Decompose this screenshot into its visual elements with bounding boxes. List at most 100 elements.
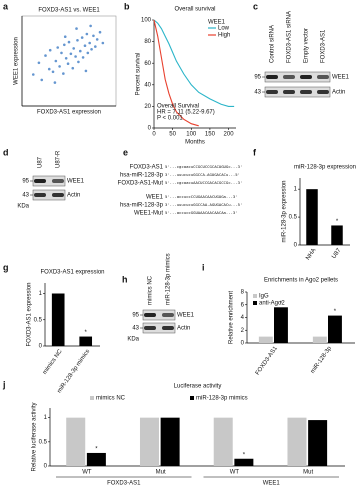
- bar: [258, 336, 273, 343]
- y-tick-label: 0: [148, 126, 152, 132]
- y-tick-label: 4: [241, 315, 245, 321]
- x-tick-label: 150: [205, 132, 216, 138]
- blot-band: [162, 313, 174, 317]
- sequence-name: WEE1: [146, 195, 164, 201]
- y-axis-label: Relative enrichment: [229, 291, 235, 344]
- x-tick-label: FOXD3-AS1: [255, 345, 279, 376]
- scatter-point: [88, 41, 91, 45]
- scatter-point: [71, 66, 75, 70]
- lane-label: U87: [38, 156, 44, 168]
- legend-label: anti-Ago2: [259, 301, 285, 307]
- panel-label: a: [3, 1, 9, 11]
- blot-band: [144, 326, 156, 330]
- blot-band: [266, 90, 278, 94]
- y-tick-label: 80: [144, 39, 151, 45]
- blot-band: [300, 75, 312, 79]
- blot-band: [283, 75, 295, 79]
- lane-label: U87-R: [56, 150, 62, 168]
- lane-label: Empty vector: [304, 28, 310, 63]
- scatter-point: [54, 59, 58, 63]
- significance-mark: *: [95, 447, 98, 453]
- blot-band: [300, 90, 312, 94]
- marker-label: 43: [132, 326, 139, 332]
- panel-label: f: [253, 147, 257, 157]
- y-axis-label: Relative luciferase activity: [32, 402, 38, 471]
- scatter-point: [53, 81, 57, 84]
- survival-line: [153, 19, 235, 107]
- sequence: 5'...cgcaacuCCGCUCCGCACUGUGc...3': [165, 164, 242, 169]
- lane-label: FOXD3-AS1: [321, 29, 327, 63]
- scatter-point: [37, 61, 41, 65]
- group-label: WEE1: [263, 481, 281, 487]
- x-tick-label: 200: [224, 132, 235, 138]
- sequence: 3'...uuucucuGGCCA-AGUGACACu...5': [165, 172, 240, 177]
- group-label: FOXD3-AS1: [107, 481, 141, 487]
- sequence: 5'...accuccGGUAAACAACAACAa...3': [165, 210, 238, 215]
- y-axis-label: FOXD3-AS1 expression: [27, 282, 33, 346]
- x-tick-label: Mut: [303, 470, 313, 476]
- scatter-point: [31, 73, 35, 76]
- annotation: Overall Survival: [157, 104, 199, 110]
- bar: [213, 417, 233, 466]
- panel-label: j: [2, 379, 6, 389]
- scatter-point: [83, 44, 87, 47]
- x-tick-label: WT: [82, 470, 92, 476]
- legend-swatch: [90, 396, 94, 400]
- x-axis-label: Months: [185, 140, 205, 146]
- y-tick-label: 1: [294, 187, 298, 193]
- x-tick-label: U87: [331, 247, 343, 260]
- scatter-point: [48, 48, 52, 52]
- x-tick-label: mimics NC: [42, 348, 64, 376]
- y-tick-label: 1: [44, 415, 48, 421]
- scatter-point: [63, 43, 66, 47]
- bar: [234, 458, 254, 466]
- y-tick-label: 60: [144, 61, 151, 67]
- scatter-point: [47, 67, 51, 71]
- blot-band: [317, 90, 329, 94]
- legend-label: Low: [218, 26, 230, 32]
- significance-mark: *: [334, 309, 337, 315]
- sequence-name: FOXD3-AS1: [130, 165, 164, 171]
- scatter-point: [95, 38, 99, 41]
- lane-label: FOXD3-AS1 siRNA: [287, 11, 293, 63]
- y-axis-label: miR-128-3p expression: [282, 180, 288, 242]
- marker-label: 43: [22, 193, 29, 199]
- blot-band: [162, 326, 174, 330]
- y-tick-label: 20: [144, 104, 151, 110]
- bar: [312, 336, 327, 343]
- scatter-point: [75, 27, 78, 30]
- chart-title: miR-128-3p expression: [294, 165, 356, 171]
- panel-label: i: [202, 262, 205, 272]
- panel-label: c: [253, 1, 258, 11]
- scatter-point: [80, 36, 84, 39]
- panel-label: d: [3, 147, 9, 157]
- y-tick-label: 0.5: [34, 317, 43, 323]
- bar: [51, 293, 65, 346]
- panel-label: b: [124, 1, 130, 11]
- scatter-point: [74, 55, 77, 58]
- x-tick-label: miR-128-3p mimics: [57, 349, 92, 395]
- blot-band: [52, 179, 64, 183]
- scatter-point: [98, 30, 102, 34]
- y-tick-label: 6: [241, 302, 245, 308]
- legend-label: mimics NC: [96, 396, 126, 402]
- y-tick-label: 40: [144, 82, 151, 88]
- unit-label: KDa: [127, 337, 139, 343]
- band-label: WEE1: [177, 313, 195, 319]
- y-axis-label: WEE1 expression: [14, 37, 20, 85]
- scatter-point: [62, 72, 65, 75]
- scatter-point: [63, 35, 67, 38]
- scatter-point: [90, 48, 93, 51]
- scatter-point: [51, 70, 55, 74]
- y-tick-label: 0.5: [39, 439, 48, 445]
- panel-label: h: [122, 274, 128, 284]
- significance-mark: *: [336, 219, 339, 225]
- band-label: WEE1: [332, 75, 350, 81]
- x-tick-label: miR-128-3p: [310, 345, 333, 375]
- scatter-point: [101, 41, 105, 45]
- bar: [328, 315, 342, 343]
- bar: [306, 189, 318, 245]
- legend-label: miR-128-3p mimics: [196, 396, 248, 402]
- bar: [79, 336, 93, 346]
- x-tick-label: 50: [169, 132, 176, 138]
